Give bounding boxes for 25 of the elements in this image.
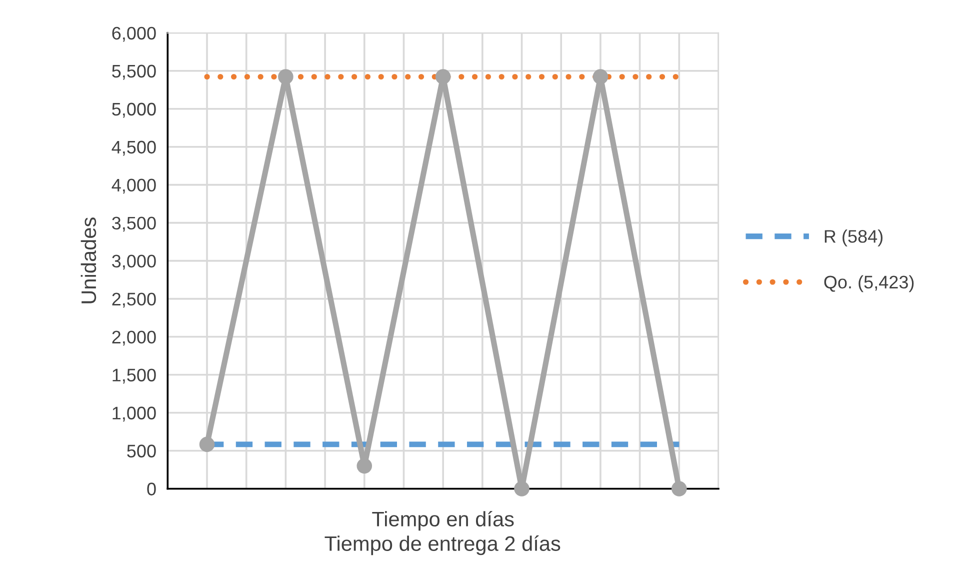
y-tick-label: 6,000 (112, 26, 156, 42)
y-tick-label: 500 (127, 444, 156, 458)
y-tick-label: 1,500 (112, 368, 156, 384)
y-axis-title: Unidades (80, 218, 96, 304)
y-tick-label: 2,500 (112, 292, 156, 308)
y-tick-label: 0 (147, 482, 156, 496)
legend-label: R (584) (824, 230, 882, 246)
text: Tiempo de entrega 2 días (324, 535, 560, 556)
point (672, 481, 687, 496)
y-tick-label: 3,500 (112, 216, 156, 232)
x-axis-title: Tiempo en días (372, 510, 514, 531)
point (199, 436, 215, 452)
y-tick-label: 5,000 (112, 102, 156, 118)
y-tick-label: 1,000 (112, 406, 156, 422)
point (514, 481, 530, 496)
y-tick-label: 3,000 (112, 254, 156, 270)
legend-label: Qo. (5,423) (824, 275, 914, 292)
y-tick-label: 2,000 (112, 330, 156, 346)
point (592, 69, 608, 84)
y-tick-label: 4,000 (112, 178, 156, 194)
y-tick-label: 4,500 (112, 140, 156, 156)
point (356, 458, 372, 474)
y-tick-label: 5,500 (112, 64, 156, 80)
point (278, 69, 294, 84)
point (435, 69, 451, 84)
